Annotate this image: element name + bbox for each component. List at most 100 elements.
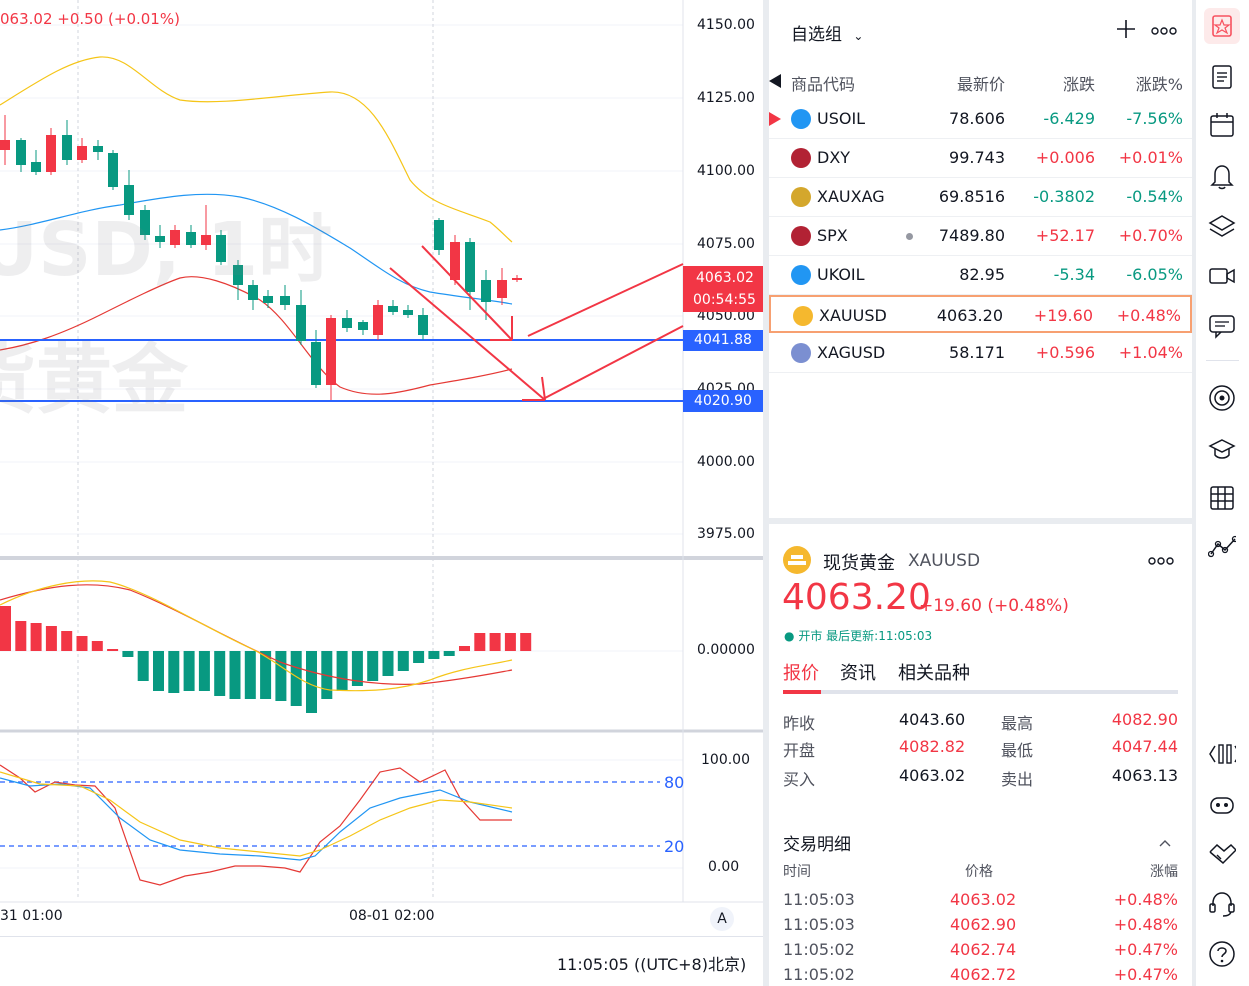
- row-change-pct: +0.48%: [1116, 306, 1181, 325]
- target-icon[interactable]: [1208, 384, 1236, 412]
- macd-bar: [413, 651, 425, 663]
- macd-bar: [306, 651, 317, 713]
- tab-related[interactable]: 相关品种: [898, 663, 970, 684]
- macd-bar: [244, 651, 256, 699]
- calendar-icon[interactable]: [1208, 111, 1236, 139]
- more-icon[interactable]: [1150, 22, 1178, 36]
- support-icon[interactable]: [1208, 890, 1236, 918]
- education-icon[interactable]: [1208, 435, 1236, 463]
- bb-upper-line: [0, 56, 513, 243]
- watchlist-row-ukoil[interactable]: UKOIL 82.95 -5.34 -6.05%: [769, 256, 1192, 295]
- watchlist-title-button[interactable]: 自选组 ⌄: [791, 20, 863, 45]
- help-icon[interactable]: [1208, 940, 1236, 968]
- row-symbol: XAUUSD: [819, 306, 887, 325]
- macd-bar: [367, 651, 379, 681]
- price-chart[interactable]: [0, 0, 763, 986]
- row-change: -6.429: [1043, 109, 1095, 128]
- detail-price: 4063.20: [782, 577, 931, 618]
- macd-line: [0, 580, 513, 692]
- layers-icon[interactable]: [1208, 212, 1236, 240]
- time-axis-label: 08-01 02:00: [349, 908, 435, 924]
- macd-bar: [489, 633, 501, 651]
- code-icon[interactable]: [1208, 740, 1236, 768]
- macd-bar: [397, 651, 409, 671]
- watchlist-row-dxy[interactable]: DXY 99.743 +0.006 +0.01%: [769, 139, 1192, 178]
- toolbar-divider: [1206, 360, 1239, 361]
- time-axis-label: 31 01:00: [0, 908, 63, 924]
- prev-close-value: 4043.60: [899, 710, 966, 729]
- candle-body: [388, 306, 398, 312]
- candle-body: [311, 342, 321, 385]
- candle-body: [465, 242, 475, 292]
- trade-change: +0.47%: [1113, 965, 1178, 984]
- trade-time: 11:05:03: [783, 890, 855, 909]
- candle-body: [186, 232, 196, 245]
- col-change-pct[interactable]: 涨跌%: [1135, 75, 1183, 94]
- watchlist-row-xagusd[interactable]: XAGUSD 58.171 +0.596 +1.04%: [769, 334, 1192, 373]
- handshake-icon[interactable]: [1208, 840, 1236, 868]
- chat-icon[interactable]: [1208, 312, 1236, 340]
- macd-bar: [137, 651, 149, 681]
- high-label: 最高: [1001, 714, 1034, 733]
- tab-underline-active: [783, 690, 821, 694]
- trades-col-price: 价格: [965, 864, 993, 880]
- extended-hours-dot-icon: [906, 233, 913, 240]
- row-change-pct: +0.70%: [1118, 226, 1183, 245]
- macd-bar: [382, 651, 394, 676]
- bid-value: 4063.02: [899, 766, 966, 785]
- watchlist-row-xauxag[interactable]: XAUXAG 69.8516 -0.3802 -0.54%: [769, 178, 1192, 217]
- col-change[interactable]: 涨跌: [1062, 75, 1095, 94]
- alert-icon[interactable]: [1208, 162, 1236, 190]
- macd-bar: [153, 651, 164, 691]
- col-last[interactable]: 最新价: [956, 75, 1005, 94]
- candle-body: [62, 135, 72, 160]
- news-icon[interactable]: [1208, 63, 1236, 91]
- trade-change: +0.48%: [1113, 890, 1178, 909]
- macd-bar: [30, 623, 42, 651]
- trades-col-time: 时间: [783, 864, 811, 880]
- red-flag-icon[interactable]: [769, 112, 781, 126]
- watchlist-icon[interactable]: [1204, 8, 1240, 44]
- trade-price: 4063.02: [950, 890, 1017, 909]
- watermark-name: 货黄金: [0, 335, 188, 424]
- price-axis-label: 4125.00: [697, 90, 755, 106]
- annotation-arrows[interactable]: [389, 245, 684, 401]
- open-label: 开盘: [783, 741, 816, 760]
- row-last: 78.606: [949, 109, 1005, 128]
- level-1-badge: 4041.88: [683, 330, 763, 351]
- row-change-pct: -7.56%: [1126, 109, 1183, 128]
- tab-news[interactable]: 资讯: [840, 663, 876, 684]
- col-symbol[interactable]: 商品代码: [791, 75, 856, 94]
- watchlist-row-spx[interactable]: SPX 7489.80 +52.17 +0.70%: [769, 217, 1192, 256]
- chevron-up-icon[interactable]: [1157, 834, 1173, 847]
- kdj-axis-top: 100.00: [701, 752, 750, 768]
- watchlist-row-usoil[interactable]: USOIL 78.606 -6.429 -7.56%: [769, 100, 1192, 139]
- countdown-label: 00:54:55: [693, 292, 756, 308]
- robot-icon[interactable]: [1208, 791, 1236, 819]
- gold-icon: [793, 306, 813, 326]
- kdj-level-20-label: 20: [664, 837, 685, 856]
- candle-body: [512, 278, 522, 280]
- tab-quote[interactable]: 报价: [783, 663, 819, 684]
- macd-bar: [15, 621, 27, 651]
- detail-change-value: +19.60: [919, 596, 982, 616]
- video-icon[interactable]: [1208, 262, 1236, 290]
- row-change-pct: -6.05%: [1126, 265, 1183, 284]
- legend-values: 063.02 +0.50 (+0.01%): [0, 10, 180, 28]
- watchlist-row-xauusd[interactable]: XAUUSD 4063.20 +19.60 +0.48%: [769, 295, 1192, 333]
- auto-scale-button[interactable]: A: [710, 907, 734, 931]
- candle-body: [16, 140, 26, 165]
- clock[interactable]: 11:05:05 ((UTC+8)北京): [557, 955, 747, 974]
- kdj-j-line: [0, 764, 512, 886]
- screener-icon[interactable]: [1208, 484, 1236, 512]
- trade-time: 11:05:02: [783, 965, 855, 984]
- chart-area[interactable]: 063.02 +0.50 (+0.01%) USD, 1时 货黄金 4150.0…: [0, 0, 763, 986]
- macd-bar: [122, 651, 134, 657]
- candle-body: [124, 185, 134, 215]
- candle-body: [0, 140, 10, 150]
- plus-icon[interactable]: [1115, 18, 1137, 40]
- ideas-icon[interactable]: [1208, 533, 1236, 561]
- candle-body: [326, 318, 336, 385]
- tab-underline-track: [783, 690, 1178, 694]
- more-icon[interactable]: [1147, 553, 1175, 567]
